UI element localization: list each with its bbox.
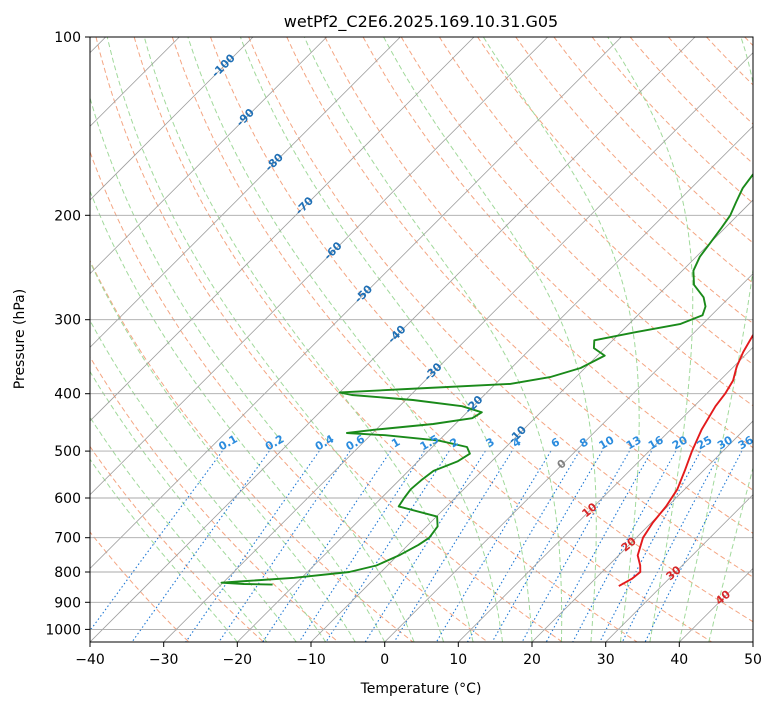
y-tick-label: 300 xyxy=(54,313,81,329)
x-tick-label: 0 xyxy=(380,652,389,668)
plot-frame xyxy=(89,36,754,643)
isotherm xyxy=(90,37,549,496)
y-tick-label: 900 xyxy=(54,595,81,611)
isotherm xyxy=(310,199,753,642)
isotherm xyxy=(457,346,753,642)
dry-adiabat xyxy=(286,37,753,534)
x-tick-label: −10 xyxy=(296,652,326,668)
moist-adiabat xyxy=(143,37,474,642)
dry-adiabat xyxy=(210,37,753,623)
x-tick-label: −20 xyxy=(223,652,253,668)
moist-adiabat xyxy=(90,458,238,642)
isotherm xyxy=(90,37,475,422)
moist-adiabat xyxy=(90,260,356,642)
moist-adiabat xyxy=(303,37,563,642)
moist-adiabat xyxy=(678,37,753,642)
dry-adiabat xyxy=(324,37,753,491)
y-axis-label: Pressure (hPa) xyxy=(12,289,28,389)
isotherm xyxy=(236,125,753,642)
isotherm xyxy=(90,37,622,569)
dewpoint-line xyxy=(220,172,753,586)
y-tick-label: 600 xyxy=(54,491,81,507)
skewed-isotherms xyxy=(90,37,753,642)
y-tick-label: 700 xyxy=(54,531,81,547)
dry-adiabat xyxy=(90,150,489,642)
dry-adiabats xyxy=(90,37,753,642)
x-tick-label: −30 xyxy=(149,652,179,668)
dry-adiabat xyxy=(362,37,753,449)
dry-adiabat xyxy=(90,259,414,642)
y-tick-label: 100 xyxy=(54,30,81,46)
moist-adiabat xyxy=(187,37,503,642)
isotherm xyxy=(90,37,328,275)
isotherm xyxy=(163,52,753,642)
moist-adiabat xyxy=(482,37,640,642)
moist-adiabat xyxy=(90,416,268,642)
dry-adiabat xyxy=(477,37,753,325)
temperature-line xyxy=(618,333,753,587)
x-tick-label: −40 xyxy=(75,652,105,668)
dry-adiabat xyxy=(171,37,713,642)
y-tick-label: 1000 xyxy=(45,622,81,638)
y-tick-label: 500 xyxy=(54,444,81,460)
dry-adiabat xyxy=(90,356,340,642)
isobars xyxy=(90,37,753,630)
isotherm xyxy=(90,37,401,348)
chart-title: wetPf2_C2E6.2025.169.10.31.G05 xyxy=(284,12,558,32)
dry-adiabat xyxy=(248,37,753,578)
x-tick-label: 50 xyxy=(744,652,762,668)
moist-adiabat xyxy=(90,189,386,642)
moist-adiabat xyxy=(90,319,327,642)
dry-adiabat xyxy=(400,37,753,407)
moist-adiabat xyxy=(383,37,597,642)
plot-background xyxy=(90,37,753,642)
moist-adiabat xyxy=(708,466,753,642)
mixing-ratio-label: 36 xyxy=(736,433,756,452)
isotherm xyxy=(90,37,696,642)
moist-adiabat xyxy=(106,37,445,642)
x-tick-label: 20 xyxy=(523,652,541,668)
moist-adiabats xyxy=(90,37,753,642)
isotherm xyxy=(90,37,180,127)
dry-adiabat xyxy=(95,37,564,642)
x-tick-label: 30 xyxy=(597,652,615,668)
dry-adiabat xyxy=(591,37,753,204)
axes: −40 −30 −20 −10 0 10 20 30 40 50 100 200 300 400 500 60… xyxy=(45,30,762,668)
dry-adiabat xyxy=(438,37,753,366)
x-tick-label: 40 xyxy=(670,652,688,668)
x-axis-label: Temperature (°C) xyxy=(360,681,482,697)
x-tick-label: 10 xyxy=(449,652,467,668)
dry-adiabat xyxy=(133,37,638,642)
y-tick-label: 400 xyxy=(54,387,81,403)
isotherm xyxy=(90,37,254,201)
y-tick-label: 800 xyxy=(54,565,81,581)
isotherm xyxy=(531,420,753,642)
isotherm xyxy=(605,494,753,642)
moist-adiabat xyxy=(239,37,533,642)
isotherm xyxy=(384,273,753,642)
dry-adiabat xyxy=(515,37,753,284)
moist-adiabat xyxy=(607,37,694,642)
dry-adiabat xyxy=(90,531,190,642)
profiles xyxy=(220,172,753,587)
y-tick-label: 200 xyxy=(54,208,81,224)
